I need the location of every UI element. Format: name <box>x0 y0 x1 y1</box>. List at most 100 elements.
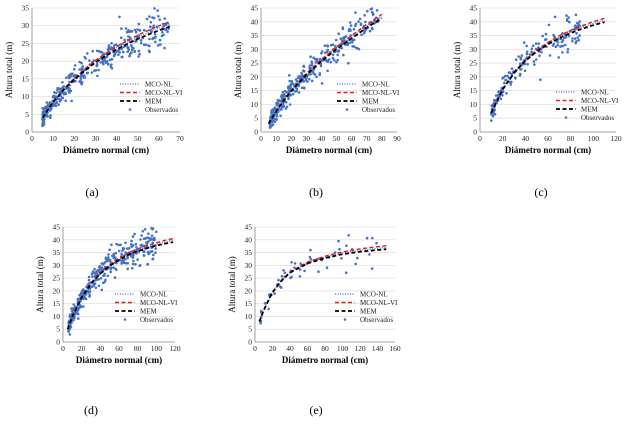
y-tick-label: 35 <box>470 31 478 40</box>
observed-point <box>344 271 348 275</box>
observed-point <box>575 32 578 35</box>
observed-point <box>57 103 60 106</box>
observed-point <box>119 36 123 39</box>
observed-point <box>110 66 114 70</box>
observed-point <box>333 251 337 254</box>
legend-label: MCO-NL <box>145 81 173 89</box>
observed-point <box>143 228 147 231</box>
legend-label: MEM <box>360 308 378 316</box>
observed-point <box>121 260 124 264</box>
observed-point <box>87 278 91 282</box>
observed-point <box>507 71 511 74</box>
observed-point <box>504 78 507 82</box>
observed-point <box>137 55 140 58</box>
observed-point <box>127 247 131 250</box>
observed-point <box>138 264 142 267</box>
observed-point <box>41 117 45 120</box>
observed-point <box>348 21 352 24</box>
x-tick-label: 10 <box>272 134 280 143</box>
x-tick-label: 40 <box>113 134 121 143</box>
observed-point <box>151 16 154 19</box>
observed-point <box>149 28 152 32</box>
observed-point <box>48 101 51 104</box>
observed-point <box>351 45 354 48</box>
y-tick-label: 45 <box>251 4 259 13</box>
chart-a: 0 5 10 15 20 25 30 35 0 10 20 30 40 50 60 70 Diámetro no… <box>4 4 184 200</box>
observed-point <box>113 53 117 56</box>
observed-point <box>560 40 564 44</box>
y-tick-label: 35 <box>245 248 253 257</box>
observed-point <box>53 91 56 94</box>
observed-point <box>73 64 77 67</box>
observed-point <box>98 266 101 269</box>
observed-point <box>496 94 500 97</box>
x-tick-label: 60 <box>544 134 552 143</box>
observed-point <box>77 317 80 320</box>
x-axis-label: Diámetro normal (cm) <box>63 145 149 155</box>
x-tick-label: 120 <box>610 134 622 143</box>
observed-point <box>566 50 569 54</box>
chart-e: 0 5 10 15 20 25 30 35 40 45 0 20 40 60 80 100 120 140 160 D… <box>227 223 401 418</box>
observed-point <box>315 58 319 62</box>
observed-point <box>74 73 77 77</box>
observed-point <box>578 34 581 37</box>
legend-marker <box>564 116 568 119</box>
observed-point <box>88 59 91 62</box>
observed-point <box>58 100 62 103</box>
x-tick-label: 30 <box>92 134 100 143</box>
observed-point <box>336 53 340 57</box>
observed-point <box>79 77 83 80</box>
observed-point <box>139 238 142 241</box>
observed-point <box>166 30 169 33</box>
observed-point <box>95 49 99 53</box>
observed-point <box>143 28 146 32</box>
observed-point <box>309 248 312 252</box>
observed-point <box>130 254 133 258</box>
observed-point <box>272 107 275 111</box>
observed-point <box>520 54 524 57</box>
chart-d: 0 5 10 15 20 25 30 35 40 45 0 20 40 60 80 100 120 Diámetr… <box>35 223 181 418</box>
observed-point <box>99 61 103 64</box>
observed-point <box>326 44 329 47</box>
y-tick-label: 0 <box>248 338 252 347</box>
observed-point <box>499 97 503 101</box>
observed-point <box>80 61 83 65</box>
observed-point <box>375 241 378 245</box>
observed-point <box>317 270 320 274</box>
observed-point <box>141 245 144 248</box>
x-tick-label: 60 <box>348 134 356 143</box>
observed-point <box>93 267 96 271</box>
observed-point <box>541 34 544 38</box>
observed-point <box>288 84 292 87</box>
y-tick-label: 40 <box>470 17 478 26</box>
observed-point <box>494 99 497 102</box>
observed-point <box>147 49 151 52</box>
observed-point <box>144 237 147 240</box>
observed-point <box>345 244 348 248</box>
observed-point <box>97 68 100 72</box>
observed-point <box>91 270 95 273</box>
x-tick-label: 0 <box>259 134 263 143</box>
observed-point <box>324 58 328 62</box>
x-tick-label: 70 <box>363 134 371 143</box>
observed-point <box>151 37 154 41</box>
observed-point <box>282 269 285 272</box>
x-tick-label: 40 <box>97 344 105 353</box>
observed-point <box>277 99 281 103</box>
observed-point <box>110 63 113 66</box>
observed-point <box>370 7 374 10</box>
observed-point <box>127 35 130 38</box>
observed-point <box>153 7 156 10</box>
observed-point <box>127 48 131 51</box>
observed-point <box>72 303 75 306</box>
observed-point <box>119 43 123 46</box>
observed-point <box>120 47 123 51</box>
observed-point <box>337 32 341 35</box>
x-tick-label: 10 <box>49 134 57 143</box>
y-tick-label: 20 <box>245 286 253 295</box>
observed-point <box>69 89 73 93</box>
observed-point <box>309 55 312 58</box>
observed-point <box>107 256 110 259</box>
observed-point <box>144 43 148 47</box>
observed-point <box>149 21 153 24</box>
